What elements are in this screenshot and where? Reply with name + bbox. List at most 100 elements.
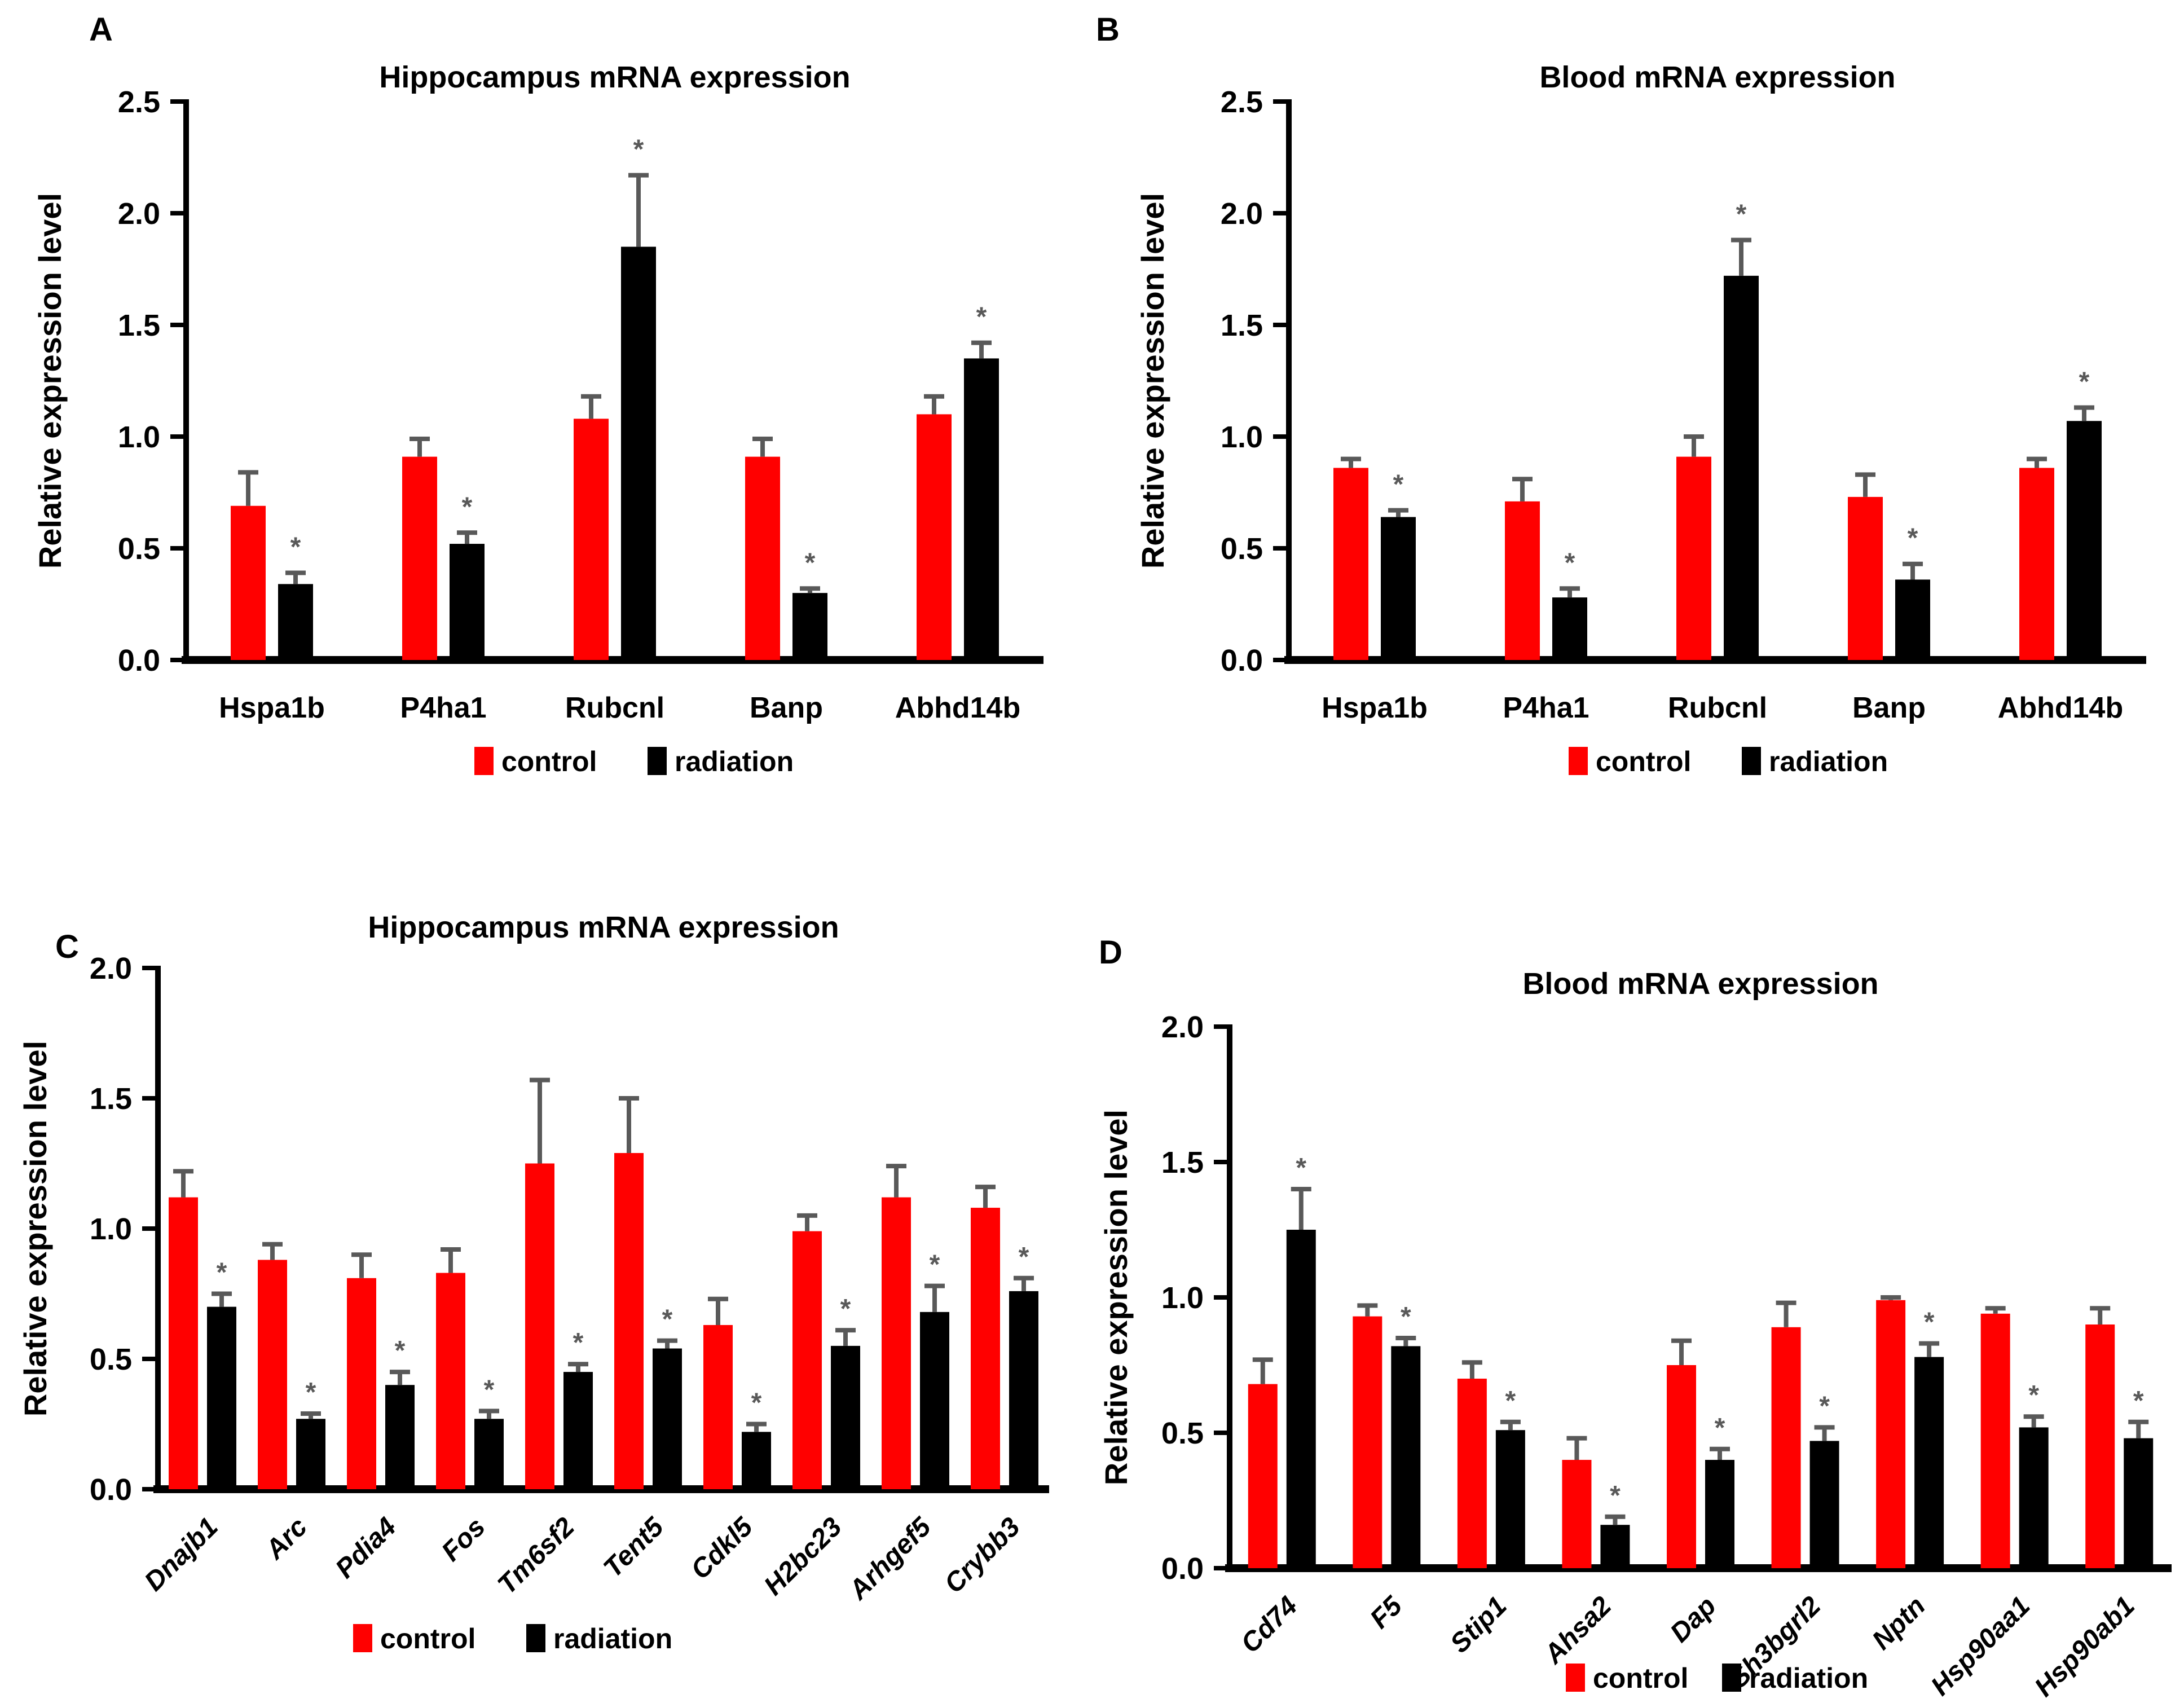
y-tick-label: 1.0 [1221,420,1263,454]
bar-radiation-Stip1 [1495,1430,1525,1568]
significance-asterisk-Tm6sf2: * [573,1328,584,1358]
x-label-Hspa1b: Hspa1b [219,692,325,724]
bar-radiation-Fos [474,1419,504,1489]
panel-B: B Blood mRNA expression Relative expressio… [1096,11,2146,777]
bar-control-Tent5 [614,1153,644,1489]
significance-asterisk-Banp: * [1908,523,1918,553]
significance-asterisk-Abhd14b: * [976,302,987,332]
y-tick-label: 1.5 [90,1082,132,1116]
significance-asterisk-Abhd14b: * [2079,367,2090,397]
y-tick-label: 0.5 [1221,532,1263,566]
bar-radiation-Arc [296,1419,325,1489]
significance-asterisk-Pdia4: * [395,1336,406,1366]
x-label-Arhgef5: Arhgef5 [843,1511,937,1605]
legend-label-radiation: radiation [553,1623,672,1654]
x-label-P4ha1: P4ha1 [400,692,486,724]
bar-radiation-Dap [1705,1460,1734,1568]
x-label-H2bc23: H2bc23 [759,1512,848,1601]
bar-radiation-Cdkl5 [742,1432,771,1489]
bar-control-H2bc23 [792,1231,822,1489]
legend-swatch-control [474,747,494,775]
bar-control-Hspa1b [1333,468,1368,660]
x-label-Banp: Banp [750,692,823,724]
x-label-P4ha1: P4ha1 [1503,692,1589,724]
significance-asterisk-F5: * [1401,1302,1411,1332]
bar-control-Stip1 [1457,1379,1487,1568]
x-label-Nptn: Nptn [1866,1591,1931,1656]
x-label-Cd74: Cd74 [1235,1591,1303,1658]
panel-D: D Blood mRNA expression Relative expressio… [1098,934,2172,1702]
significance-asterisk-Hspa1b: * [1393,470,1404,500]
significance-asterisk-Hsp90ab1: * [2133,1386,2144,1416]
x-label-Rubcnl: Rubcnl [565,692,664,724]
x-label-Ahsa2: Ahsa2 [1538,1591,1617,1670]
bar-control-Crybb3 [971,1208,1000,1489]
bar-control-Rubcnl [1676,456,1711,660]
x-label-Pdia4: Pdia4 [330,1512,402,1584]
bar-control-P4ha1 [1505,501,1540,660]
panel-letter-A: A [89,11,113,48]
x-label-Abhd14b: Abhd14b [1998,692,2123,724]
bar-radiation-P4ha1 [450,544,485,660]
bar-radiation-Hspa1b [1381,517,1416,660]
panel-C: C Hippocampus mRNA expression Relative exp… [17,910,1049,1654]
legend-swatch-radiation [1722,1664,1741,1692]
bar-control-P4ha1 [402,456,437,660]
chart-title: Hippocampus mRNA expression [379,60,850,94]
significance-asterisk-Stip1: * [1505,1386,1516,1416]
significance-asterisk-H2bc23: * [840,1294,851,1324]
x-label-Hsp90aa1: Hsp90aa1 [1925,1591,2036,1700]
legend-label-radiation: radiation [1749,1662,1868,1694]
bar-control-Ahsa2 [1562,1460,1592,1568]
legend-label-control: control [1593,1662,1688,1694]
bar-radiation-Banp [1895,579,1930,660]
significance-asterisk-Rubcnl: * [633,135,644,165]
significance-asterisk-Dap: * [1715,1413,1725,1443]
y-axis-label: Relative expression level [17,1041,53,1416]
legend-swatch-radiation [648,747,667,775]
x-label-F5: F5 [1364,1590,1408,1634]
bar-control-Dnajb1 [169,1197,198,1489]
y-tick-label: 2.5 [1221,85,1263,119]
y-tick-label: 2.0 [1161,1010,1204,1044]
legend-swatch-control [1566,1664,1585,1692]
bar-control-Arhgef5 [882,1197,911,1489]
significance-asterisk-Nptn: * [1924,1308,1935,1337]
significance-asterisk-Banp: * [805,548,816,578]
bar-control-Dap [1667,1365,1696,1568]
significance-asterisk-Tent5: * [662,1305,673,1335]
x-label-Fos: Fos [436,1512,491,1567]
x-label-Banp: Banp [1852,692,1926,724]
bar-radiation-Hsp90ab1 [2124,1438,2154,1568]
y-tick-label: 2.0 [118,197,160,231]
legend-swatch-radiation [526,1624,545,1652]
x-label-Dap: Dap [1665,1591,1722,1648]
bar-radiation-F5 [1391,1346,1421,1568]
x-label-Dnajb1: Dnajb1 [139,1512,224,1597]
bar-radiation-Hspa1b [278,584,313,660]
y-tick-label: 0.0 [1221,644,1263,677]
bar-radiation-Sh3bgrl2 [1809,1441,1839,1568]
bar-radiation-Abhd14b [964,358,999,660]
y-axis-label: Relative expression level [1098,1110,1134,1485]
panel-letter-C: C [55,928,79,965]
x-label-Abhd14b: Abhd14b [895,692,1020,724]
significance-asterisk-Ahsa2: * [1610,1481,1621,1511]
bar-control-Abhd14b [917,414,952,660]
x-label-Arc: Arc [259,1512,313,1565]
bar-radiation-Tm6sf2 [563,1372,593,1489]
bar-control-F5 [1353,1316,1382,1568]
bar-radiation-Arhgef5 [920,1312,949,1489]
x-label-Rubcnl: Rubcnl [1668,692,1767,724]
y-tick-label: 1.5 [1161,1146,1204,1180]
bar-control-Pdia4 [347,1278,376,1489]
y-tick-label: 1.0 [90,1212,132,1246]
bar-control-Cdkl5 [703,1324,733,1489]
x-label-Tent5: Tent5 [598,1511,670,1583]
y-tick-label: 2.5 [118,85,160,119]
legend-label-control: control [501,746,597,777]
bar-control-Hspa1b [231,505,266,660]
bar-control-Banp [745,456,780,660]
bar-control-Arc [258,1260,287,1489]
